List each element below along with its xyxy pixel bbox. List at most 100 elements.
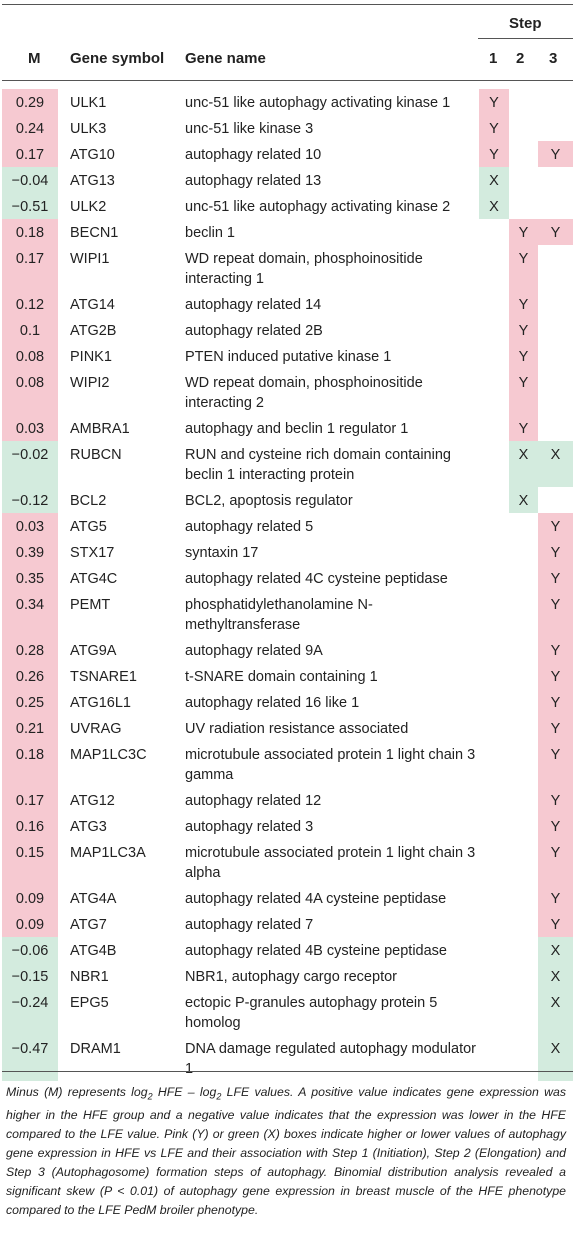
step2-cell	[509, 885, 538, 911]
table-row: 0.1 ATG2B autophagy related 2B Y	[2, 317, 573, 343]
step3-cell: Y	[538, 513, 573, 539]
step1-cell	[479, 787, 509, 813]
table-row: 0.16 ATG3 autophagy related 3 Y	[2, 813, 573, 839]
step1-cell	[479, 291, 509, 317]
step1-cell	[479, 219, 509, 245]
step2-cell: X	[509, 487, 538, 513]
gene-symbol-cell: ATG12	[70, 793, 115, 809]
m-value-cell: 0.09	[2, 885, 58, 911]
m-value-cell: 0.09	[2, 911, 58, 937]
gene-symbol-cell: ATG4B	[70, 943, 117, 959]
table-row: 0.09 ATG4A autophagy related 4A cysteine p…	[2, 885, 573, 911]
gene-name-cell: DNA damage regulated autophagy modulator…	[185, 1041, 476, 1077]
m-value-cell: −0.24	[2, 989, 58, 1035]
m-value-cell: 0.17	[2, 141, 58, 167]
gene-symbol-cell: STX17	[70, 545, 115, 561]
gene-symbol-cell: ATG2B	[70, 323, 117, 339]
gene-symbol-cell: ATG3	[70, 819, 107, 835]
m-value-cell: 0.29	[2, 89, 58, 115]
gene-name-cell: autophagy related 13	[185, 173, 322, 189]
gene-symbol-cell: MAP1LC3A	[70, 845, 146, 861]
gene-name-cell: ectopic P-granules autophagy protein 5 h…	[185, 995, 438, 1031]
step3-cell: Y	[538, 715, 573, 741]
step2-cell	[509, 167, 538, 193]
step3-cell: Y	[538, 591, 573, 637]
gene-symbol-cell: ATG4A	[70, 891, 117, 907]
gene-symbol-cell: MAP1LC3C	[70, 747, 147, 763]
step3-cell: Y	[538, 911, 573, 937]
gene-symbol-cell: ATG7	[70, 917, 107, 933]
col-m-header: M	[28, 50, 41, 67]
m-value-cell: 0.34	[2, 591, 58, 637]
gene-name-cell: syntaxin 17	[185, 545, 259, 561]
step2-cell	[509, 839, 538, 885]
step3-cell: X	[538, 1035, 573, 1081]
step3-cell	[538, 317, 573, 343]
step2-cell	[509, 715, 538, 741]
step3-cell	[538, 487, 573, 513]
m-value-cell: 0.25	[2, 689, 58, 715]
gene-symbol-cell: RUBCN	[70, 447, 122, 463]
gene-table-body: 0.29 ULK1 unc-51 like autophagy activating…	[2, 89, 573, 1081]
gene-name-cell: microtubule associated protein 1 light c…	[185, 747, 476, 783]
gene-name-cell: beclin 1	[185, 225, 235, 241]
gene-symbol-cell: ULK3	[70, 121, 107, 137]
step3-cell	[538, 343, 573, 369]
col-step3-header: 3	[549, 50, 558, 67]
gene-name-cell: autophagy related 5	[185, 519, 314, 535]
step1-cell: Y	[479, 89, 509, 115]
step3-cell	[538, 291, 573, 317]
m-value-cell: 0.39	[2, 539, 58, 565]
step2-cell: Y	[509, 219, 538, 245]
step2-cell	[509, 539, 538, 565]
gene-name-cell: UV radiation resistance associated	[185, 721, 409, 737]
gene-name-cell: unc-51 like kinase 3	[185, 121, 314, 137]
gene-symbol-cell: PEMT	[70, 597, 111, 613]
table-row: 0.03 ATG5 autophagy related 5 Y	[2, 513, 573, 539]
gene-symbol-cell: WIPI2	[70, 375, 110, 391]
gene-name-cell: unc-51 like autophagy activating kinase …	[185, 95, 451, 111]
footnote-part: HFE – log	[152, 1085, 217, 1099]
step3-cell: Y	[538, 141, 573, 167]
table-row: 0.18 MAP1LC3C microtubule associated prote…	[2, 741, 573, 787]
step3-cell	[538, 115, 573, 141]
step3-cell	[538, 89, 573, 115]
step3-cell	[538, 415, 573, 441]
footnote-part: Minus (M) represents log	[6, 1085, 148, 1099]
table-row: −0.24 EPG5 ectopic P-granules autophagy pr…	[2, 989, 573, 1035]
m-value-cell: 0.1	[2, 317, 58, 343]
table-row: −0.12 BCL2 BCL2, apoptosis regulator X	[2, 487, 573, 513]
step-underline	[478, 38, 573, 39]
gene-symbol-cell: WIPI1	[70, 251, 110, 267]
step3-cell: Y	[538, 741, 573, 787]
step3-cell: Y	[538, 539, 573, 565]
gene-name-cell: autophagy related 4A cysteine peptidase	[185, 891, 447, 907]
step2-cell	[509, 141, 538, 167]
m-value-cell: −0.06	[2, 937, 58, 963]
gene-name-cell: autophagy related 4C cysteine peptidase	[185, 571, 448, 587]
m-value-cell: 0.03	[2, 415, 58, 441]
gene-name-cell: autophagy related 12	[185, 793, 322, 809]
step3-cell	[538, 245, 573, 291]
gene-table: 0.29 ULK1 unc-51 like autophagy activating…	[2, 89, 573, 1081]
step3-cell: Y	[538, 787, 573, 813]
step1-cell	[479, 741, 509, 787]
gene-symbol-cell: ULK2	[70, 199, 107, 215]
table-row: −0.47 DRAM1 DNA damage regulated autophagy…	[2, 1035, 573, 1081]
m-value-cell: 0.18	[2, 219, 58, 245]
step2-cell: Y	[509, 415, 538, 441]
m-value-cell: 0.17	[2, 787, 58, 813]
table-row: 0.15 MAP1LC3A microtubule associated prote…	[2, 839, 573, 885]
step1-cell	[479, 663, 509, 689]
step2-cell	[509, 689, 538, 715]
m-value-cell: 0.17	[2, 245, 58, 291]
step1-cell: Y	[479, 141, 509, 167]
gene-name-cell: autophagy and beclin 1 regulator 1	[185, 421, 409, 437]
step1-cell: X	[479, 167, 509, 193]
m-value-cell: 0.35	[2, 565, 58, 591]
table-row: 0.29 ULK1 unc-51 like autophagy activating…	[2, 89, 573, 115]
table-row: 0.17 WIPI1 WD repeat domain, phosphoinosit…	[2, 245, 573, 291]
table-row: 0.28 ATG9A autophagy related 9A Y	[2, 637, 573, 663]
gene-symbol-cell: ATG14	[70, 297, 115, 313]
gene-name-cell: unc-51 like autophagy activating kinase …	[185, 199, 451, 215]
